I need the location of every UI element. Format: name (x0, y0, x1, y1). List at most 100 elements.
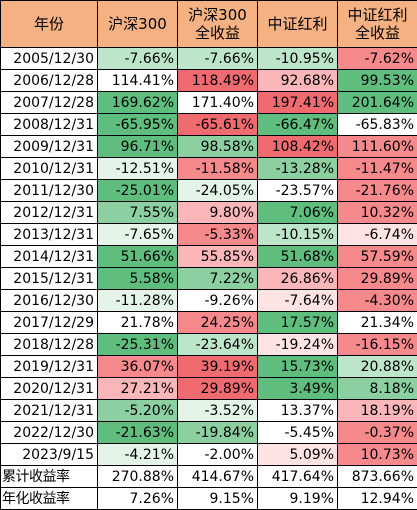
return-cell: -0.37% (338, 422, 417, 444)
return-cell: -16.15% (338, 334, 417, 356)
return-cell: -21.76% (338, 180, 417, 202)
return-cell: -19.24% (258, 334, 338, 356)
return-cell: 57.59% (338, 246, 417, 268)
table-row: 2022/12/30-21.63%-19.84%-5.45%-0.37% (1, 422, 417, 444)
return-cell: 3.49% (258, 378, 338, 400)
return-cell: 27.21% (98, 378, 178, 400)
return-cell: -24.05% (178, 180, 258, 202)
year-cell: 2020/12/31 (1, 378, 98, 400)
return-cell: 7.22% (178, 268, 258, 290)
year-cell: 2012/12/31 (1, 202, 98, 224)
return-cell: 17.57% (258, 312, 338, 334)
return-cell: -2.00% (178, 444, 258, 466)
year-cell: 2022/12/30 (1, 422, 98, 444)
return-cell: -65.83% (338, 114, 417, 136)
year-cell: 2006/12/28 (1, 70, 98, 92)
return-cell: -65.61% (178, 114, 258, 136)
year-cell: 2019/12/31 (1, 356, 98, 378)
return-cell: 111.60% (338, 136, 417, 158)
table-row: 2005/12/30-7.66%-7.66%-10.95%-7.62% (1, 48, 417, 70)
return-cell: -12.51% (98, 158, 178, 180)
return-cell: -10.15% (258, 224, 338, 246)
return-cell: 15.73% (258, 356, 338, 378)
summary-value: 9.19% (258, 488, 338, 510)
return-cell: -4.30% (338, 290, 417, 312)
return-cell: -25.01% (98, 180, 178, 202)
return-cell: -11.58% (178, 158, 258, 180)
table-row: 2010/12/31-12.51%-11.58%-13.28%-11.47% (1, 158, 417, 180)
return-cell: -7.66% (178, 48, 258, 70)
return-cell: 99.53% (338, 70, 417, 92)
return-cell: 18.19% (338, 400, 417, 422)
return-cell: 8.18% (338, 378, 417, 400)
return-cell: 108.42% (258, 136, 338, 158)
header-year: 年份 (1, 1, 98, 48)
return-cell: 171.40% (178, 92, 258, 114)
table-row: 2008/12/31-65.95%-65.61%-66.47%-65.83% (1, 114, 417, 136)
return-cell: -6.74% (338, 224, 417, 246)
table-row: 2011/12/30-25.01%-24.05%-23.57%-21.76% (1, 180, 417, 202)
year-cell: 2014/12/31 (1, 246, 98, 268)
return-cell: 51.68% (258, 246, 338, 268)
table-row: 2023/9/15-4.21%-2.00%5.09%10.73% (1, 444, 417, 466)
table-body: 2005/12/30-7.66%-7.66%-10.95%-7.62%2006/… (1, 48, 417, 510)
return-cell: 96.71% (98, 136, 178, 158)
summary-value: 414.67% (178, 466, 258, 488)
summary-value: 12.94% (338, 488, 417, 510)
return-cell: 92.68% (258, 70, 338, 92)
return-cell: 5.09% (258, 444, 338, 466)
year-cell: 2005/12/30 (1, 48, 98, 70)
return-cell: 21.78% (98, 312, 178, 334)
return-cell: 7.55% (98, 202, 178, 224)
year-cell: 2011/12/30 (1, 180, 98, 202)
year-cell: 2015/12/31 (1, 268, 98, 290)
return-cell: 201.64% (338, 92, 417, 114)
return-cell: -5.33% (178, 224, 258, 246)
return-cell: -11.28% (98, 290, 178, 312)
return-cell: 36.07% (98, 356, 178, 378)
year-cell: 2007/12/28 (1, 92, 98, 114)
return-cell: 9.80% (178, 202, 258, 224)
year-cell: 2023/9/15 (1, 444, 98, 466)
summary-value: 270.88% (98, 466, 178, 488)
return-cell: -3.52% (178, 400, 258, 422)
year-cell: 2008/12/31 (1, 114, 98, 136)
table-row: 2016/12/30-11.28%-9.26%-7.64%-4.30% (1, 290, 417, 312)
return-cell: -5.45% (258, 422, 338, 444)
return-cell: -11.47% (338, 158, 417, 180)
year-cell: 2018/12/28 (1, 334, 98, 356)
return-cell: 26.86% (258, 268, 338, 290)
table-row: 2021/12/31-5.20%-3.52%13.37%18.19% (1, 400, 417, 422)
return-cell: -9.26% (178, 290, 258, 312)
header-csi300: 沪深300 (98, 1, 178, 48)
summary-value: 7.26% (98, 488, 178, 510)
return-cell: 98.58% (178, 136, 258, 158)
year-cell: 2009/12/31 (1, 136, 98, 158)
return-cell: 118.49% (178, 70, 258, 92)
return-cell: 197.41% (258, 92, 338, 114)
summary-label: 累计收益率 (1, 466, 98, 488)
return-cell: -65.95% (98, 114, 178, 136)
return-cell: -25.31% (98, 334, 178, 356)
return-cell: 10.73% (338, 444, 417, 466)
return-cell: -5.20% (98, 400, 178, 422)
summary-label: 年化收益率 (1, 488, 98, 510)
header-csi-dividend-total-return: 中证红利全收益 (338, 1, 417, 48)
return-cell: -21.63% (98, 422, 178, 444)
return-cell: -7.66% (98, 48, 178, 70)
return-cell: 55.85% (178, 246, 258, 268)
return-cell: -7.65% (98, 224, 178, 246)
